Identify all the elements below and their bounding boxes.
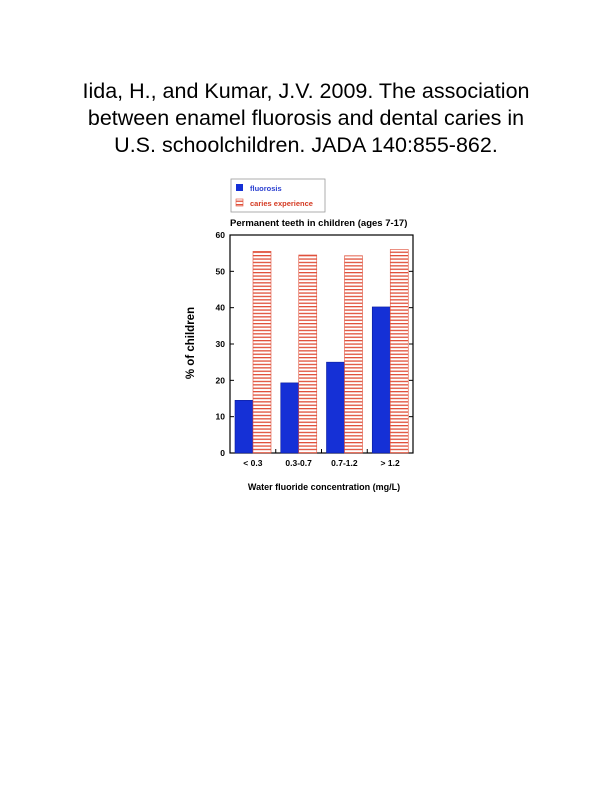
y-tick-label: 40 [216,303,226,313]
x-tick-label: 0.3-0.7 [285,458,312,468]
citation-line-3: U.S. schoolchildren. JADA 140:855-862. [114,133,498,157]
legend-swatch-caries [235,198,244,207]
bar-fluorosis [371,306,391,454]
y-tick-label: 50 [216,266,226,276]
bar-caries-experience [252,251,272,454]
y-tick-label: 0 [220,448,225,458]
y-tick-label: 60 [216,230,226,240]
x-tick-label: < 0.3 [243,458,262,468]
legend-swatch-fluorosis [236,184,243,191]
chart-title: Permanent teeth in children (ages 7-17) [230,218,407,229]
bar-caries-experience [389,249,409,454]
bar-caries-experience [344,255,363,454]
bar-fluorosis [280,382,300,454]
y-tick-label: 10 [216,412,226,422]
y-axis-label: % of children [185,307,197,379]
legend-label-fluorosis: fluorosis [250,184,282,193]
citation-line-2: between enamel fluorosis and dental cari… [87,106,525,130]
bar-fluorosis [234,400,254,454]
y-tick-label: 20 [216,375,226,385]
citation: Iida, H., and Kumar, J.V. 2009. The asso… [40,78,572,159]
x-axis-label: Water fluoride concentration (mg/L) [248,482,400,492]
x-tick-label: > 1.2 [381,458,400,468]
legend-box [230,178,326,213]
bar-caries-experience [298,254,318,454]
bar-fluorosis [326,361,345,454]
x-tick-label: 0.7-1.2 [331,458,358,468]
legend-label-caries: caries experience [250,199,313,208]
plot-area: 0 10 20 30 40 50 60 < 0.3 0.3-0.7 0.7-1.2 > 1.2 [216,230,414,468]
citation-line-1: Iida, H., and Kumar, J.V. 2009. The asso… [82,79,530,103]
y-tick-label: 30 [216,339,226,349]
chart-legend: fluorosis caries experience [230,178,326,213]
